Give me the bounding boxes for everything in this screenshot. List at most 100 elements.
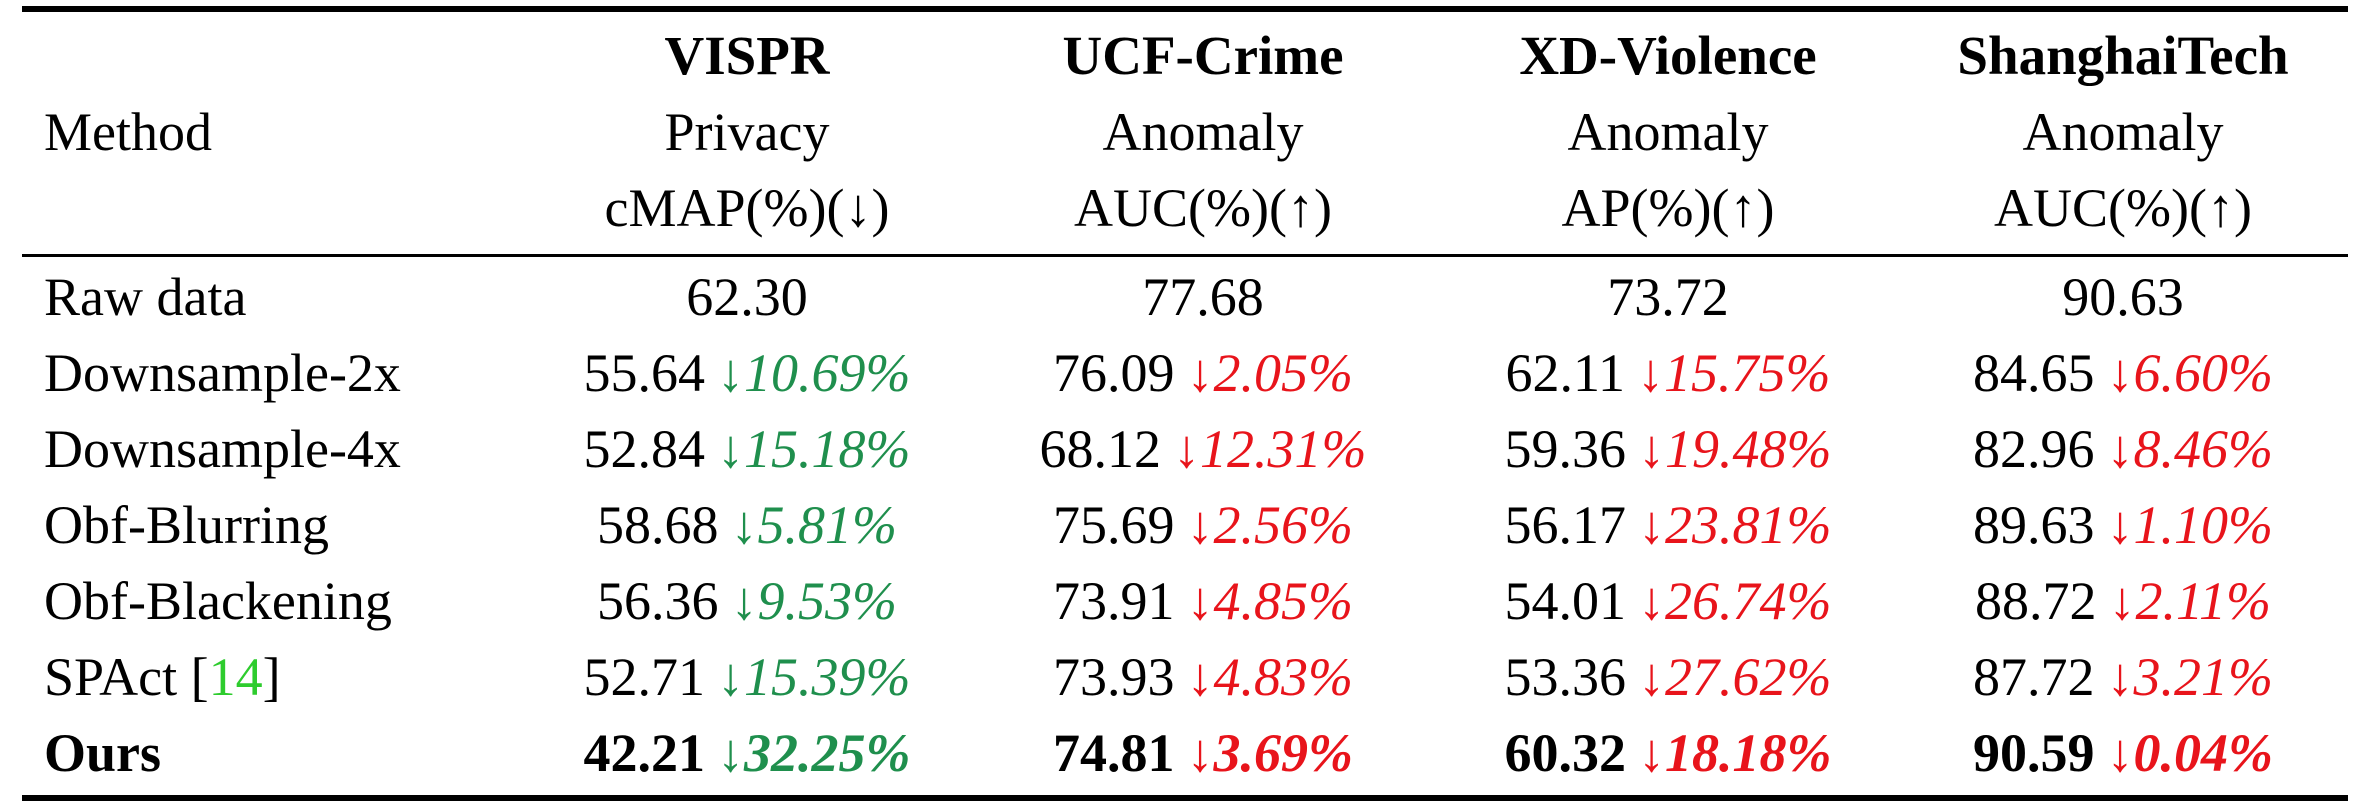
header-rule xyxy=(22,254,2348,257)
delta-value: 15.18% xyxy=(744,419,911,479)
ucf-crime-cell: 74.81 ↓3.69% xyxy=(968,715,1438,791)
delta-value: 23.81% xyxy=(1665,495,1832,555)
vispr-cell: 56.36 ↓9.53% xyxy=(526,563,968,639)
delta-value: 5.81% xyxy=(757,495,897,555)
cell-value: 52.71 xyxy=(583,647,706,707)
down-arrow-icon: ↓ xyxy=(1638,419,1665,479)
metric-name: AP(%)(↑) xyxy=(1561,178,1775,238)
shanghaitech-cell: 88.72 ↓2.11% xyxy=(1898,563,2348,639)
cell-value: 56.17 xyxy=(1504,495,1627,555)
table-row: Downsample-2x 55.64 ↓10.69% 76.09 ↓2.05%… xyxy=(22,335,2348,411)
method-name: Obf-Blurring xyxy=(44,495,329,555)
shanghaitech-cell: 82.96 ↓8.46% xyxy=(1898,411,2348,487)
delta-change: ↓4.83% xyxy=(1187,639,1353,715)
table-row: Raw data 62.30 77.68 73.72 90.63 xyxy=(22,259,2348,335)
delta-change: ↓9.53% xyxy=(731,563,897,639)
delta-change: ↓3.69% xyxy=(1187,715,1353,791)
dataset-name: VISPR xyxy=(664,25,830,86)
delta-change: ↓23.81% xyxy=(1638,487,1831,563)
delta-change: ↓1.10% xyxy=(2107,487,2273,563)
vispr-cell: 52.84 ↓15.18% xyxy=(526,411,968,487)
dataset-name: UCF-Crime xyxy=(1062,25,1344,86)
shanghaitech-cell: 89.63 ↓1.10% xyxy=(1898,487,2348,563)
bottom-rule xyxy=(22,795,2348,801)
delta-change: ↓10.69% xyxy=(717,335,910,411)
column-header-ucf-crime: UCF-Crime Anomaly AUC(%)(↑) xyxy=(968,18,1438,246)
cell-value: 62.30 xyxy=(686,267,808,327)
cell-value: 58.68 xyxy=(597,495,719,555)
xd-violence-cell: 60.32 ↓18.18% xyxy=(1438,715,1898,791)
delta-change: ↓2.05% xyxy=(1187,335,1353,411)
delta-change: ↓2.56% xyxy=(1187,487,1353,563)
down-arrow-icon: ↓ xyxy=(2106,495,2134,555)
cell-value: 73.72 xyxy=(1607,267,1729,327)
delta-value: 27.62% xyxy=(1665,647,1832,707)
ucf-crime-cell: 73.91 ↓4.85% xyxy=(968,563,1438,639)
delta-change: ↓32.25% xyxy=(717,715,910,791)
down-arrow-icon: ↓ xyxy=(1186,495,1214,555)
table-row-ours: Ours 42.21 ↓32.25% 74.81 ↓3.69% 60.32 ↓1… xyxy=(22,715,2348,791)
method-header: Method xyxy=(22,18,526,246)
shanghaitech-cell: 90.63 xyxy=(1898,259,2348,335)
cell-value: 88.72 xyxy=(1975,571,2097,631)
down-arrow-icon: ↓ xyxy=(1638,647,1665,707)
delta-value: 32.25% xyxy=(744,723,911,783)
table-row: Obf-Blurring 58.68 ↓5.81% 75.69 ↓2.56% 5… xyxy=(22,487,2348,563)
method-name: Ours xyxy=(44,723,162,783)
cell-value: 60.32 xyxy=(1504,723,1627,783)
down-arrow-icon: ↓ xyxy=(2106,419,2134,479)
shanghaitech-cell: 90.59 ↓0.04% xyxy=(1898,715,2348,791)
down-arrow-icon: ↓ xyxy=(1186,571,1214,631)
method-header-label: Method xyxy=(44,102,212,162)
method-name-suffix: ] xyxy=(262,647,281,707)
delta-value: 2.56% xyxy=(1213,495,1353,555)
vispr-cell: 55.64 ↓10.69% xyxy=(526,335,968,411)
task-name: Anomaly xyxy=(1102,102,1304,162)
delta-value: 3.69% xyxy=(1213,723,1353,783)
vispr-cell: 42.21 ↓32.25% xyxy=(526,715,968,791)
xd-violence-cell: 53.36 ↓27.62% xyxy=(1438,639,1898,715)
metric-name: cMAP(%)(↓) xyxy=(604,178,890,238)
vispr-cell: 62.30 xyxy=(526,259,968,335)
table-row: SPAct [14] 52.71 ↓15.39% 73.93 ↓4.83% 53… xyxy=(22,639,2348,715)
dataset-name: XD-Violence xyxy=(1519,25,1817,86)
down-arrow-icon: ↓ xyxy=(2106,647,2134,707)
ucf-crime-cell: 73.93 ↓4.83% xyxy=(968,639,1438,715)
delta-change: ↓12.31% xyxy=(1173,411,1366,487)
down-arrow-icon: ↓ xyxy=(1637,343,1664,403)
delta-change: ↓15.39% xyxy=(717,639,910,715)
delta-value: 26.74% xyxy=(1665,571,1832,631)
delta-value: 12.31% xyxy=(1200,419,1367,479)
delta-change: ↓6.60% xyxy=(2107,335,2273,411)
down-arrow-icon: ↓ xyxy=(1186,343,1214,403)
delta-value: 10.69% xyxy=(744,343,911,403)
dataset-name: ShanghaiTech xyxy=(1957,25,2289,86)
citation-link[interactable]: 14 xyxy=(208,647,263,707)
delta-value: 4.85% xyxy=(1213,571,1353,631)
table-row: Obf-Blackening 56.36 ↓9.53% 73.91 ↓4.85%… xyxy=(22,563,2348,639)
table-header: Method VISPR Privacy cMAP(%)(↓) UCF-Crim… xyxy=(22,12,2348,254)
cell-value: 56.36 xyxy=(597,571,719,631)
down-arrow-icon: ↓ xyxy=(2106,723,2134,783)
down-arrow-icon: ↓ xyxy=(1186,647,1214,707)
shanghaitech-cell: 87.72 ↓3.21% xyxy=(1898,639,2348,715)
cell-value: 62.11 xyxy=(1505,343,1626,403)
down-arrow-icon: ↓ xyxy=(717,647,744,707)
delta-value: 18.18% xyxy=(1665,723,1832,783)
down-arrow-icon: ↓ xyxy=(1638,571,1665,631)
delta-value: 2.05% xyxy=(1213,343,1353,403)
delta-value: 19.48% xyxy=(1665,419,1832,479)
cell-value: 68.12 xyxy=(1039,419,1162,479)
ucf-crime-cell: 75.69 ↓2.56% xyxy=(968,487,1438,563)
delta-change: ↓0.04% xyxy=(2107,715,2273,791)
method-name: Downsample-4x xyxy=(44,419,401,479)
delta-value: 8.46% xyxy=(2133,419,2273,479)
cell-value: 53.36 xyxy=(1504,647,1627,707)
xd-violence-cell: 54.01 ↓26.74% xyxy=(1438,563,1898,639)
column-header-xd-violence: XD-Violence Anomaly AP(%)(↑) xyxy=(1438,18,1898,246)
cell-value: 75.69 xyxy=(1053,495,1175,555)
metric-name: AUC(%)(↑) xyxy=(1074,178,1332,238)
metric-name: AUC(%)(↑) xyxy=(1994,178,2252,238)
method-name: SPAct [14] xyxy=(22,639,526,715)
down-arrow-icon: ↓ xyxy=(717,723,744,783)
